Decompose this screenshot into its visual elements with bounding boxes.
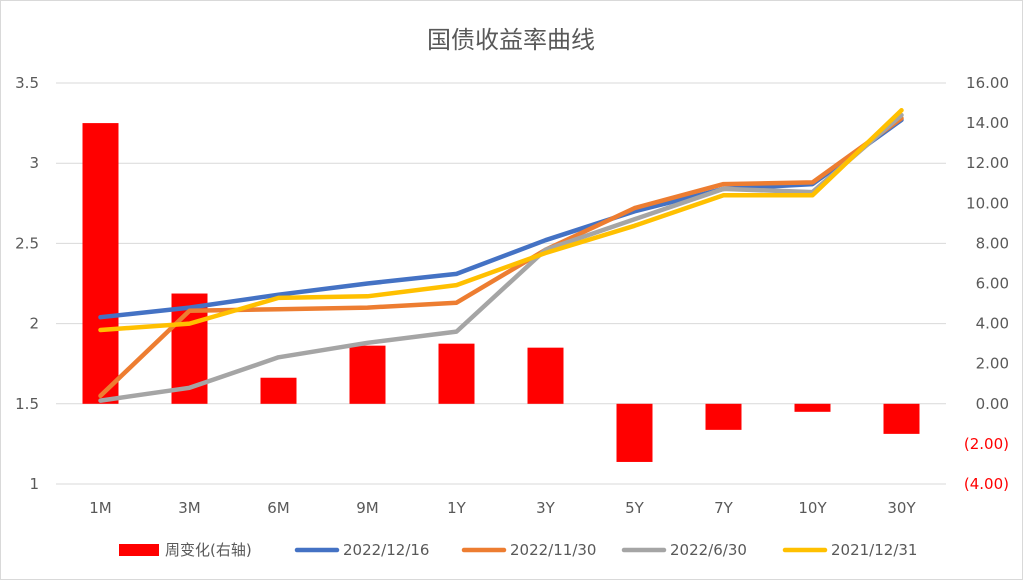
- x-tick-label: 6M: [267, 499, 290, 517]
- left-tick-label: 3.5: [15, 74, 39, 92]
- bar-weekly-change: [349, 345, 386, 404]
- legend-label: 2021/12/31: [831, 541, 917, 559]
- left-tick-label: 1.5: [15, 395, 39, 413]
- right-tick-label: 4.00: [976, 315, 1009, 333]
- line-series-2022/6/30: [98, 112, 904, 403]
- x-tick-label: 7Y: [714, 499, 734, 517]
- legend-swatch-bar: [119, 544, 159, 556]
- x-tick-label: 10Y: [798, 499, 827, 517]
- x-axis: 1M 3M 6M 9M 1Y 3Y 5Y 7Y 10Y 30Y: [89, 499, 916, 517]
- bar-weekly-change: [438, 343, 475, 404]
- left-tick-label: 2.5: [15, 234, 39, 252]
- right-tick-label: 12.00: [966, 154, 1009, 172]
- bar-weekly-change: [794, 403, 831, 412]
- x-tick-label: 9M: [356, 499, 379, 517]
- x-tick-label: 1M: [89, 499, 112, 517]
- legend-label: 周变化(右轴): [165, 541, 252, 559]
- gridlines: [56, 82, 946, 485]
- line-series: [98, 108, 904, 403]
- right-tick-label: 14.00: [966, 114, 1009, 132]
- bar-weekly-change: [82, 123, 119, 404]
- x-tick-label: 30Y: [887, 499, 916, 517]
- chart-title: 国债收益率曲线: [427, 26, 595, 54]
- bar-weekly-change: [260, 377, 297, 404]
- x-tick-label: 1Y: [447, 499, 467, 517]
- line-series-2022/12/16: [98, 117, 904, 320]
- bar-weekly-change: [527, 347, 564, 404]
- legend-label: 2022/6/30: [670, 541, 747, 559]
- right-tick-label: 16.00: [966, 74, 1009, 92]
- left-tick-label: 1: [29, 475, 39, 493]
- right-tick-label: 8.00: [976, 234, 1009, 252]
- x-tick-label: 3M: [178, 499, 201, 517]
- left-tick-label: 2: [29, 315, 39, 333]
- right-tick-label: 0.00: [976, 395, 1009, 413]
- right-tick-label: (4.00): [964, 475, 1009, 493]
- bar-weekly-change: [616, 403, 653, 462]
- right-tick-label: 2.00: [976, 355, 1009, 373]
- x-tick-label: 5Y: [625, 499, 645, 517]
- right-tick-label: (2.00): [964, 435, 1009, 453]
- left-axis: 1 1.5 2 2.5 3 3.5: [15, 74, 39, 493]
- bar-weekly-change: [705, 403, 742, 430]
- line-series-2021/12/31: [98, 108, 904, 333]
- right-axis: (4.00) (2.00) 0.00 2.00 4.00 6.00 8.00 10.00 12.…: [964, 74, 1009, 493]
- legend-label: 2022/11/30: [510, 541, 596, 559]
- legend-label: 2022/12/16: [343, 541, 429, 559]
- bar-weekly-change: [883, 403, 920, 434]
- x-tick-label: 3Y: [536, 499, 556, 517]
- right-tick-label: 10.00: [966, 194, 1009, 212]
- left-tick-label: 3: [29, 154, 39, 172]
- legend: 周变化(右轴) 2022/12/16 2022/11/30 2022/6/30 2021…: [119, 541, 917, 559]
- right-tick-label: 6.00: [976, 275, 1009, 293]
